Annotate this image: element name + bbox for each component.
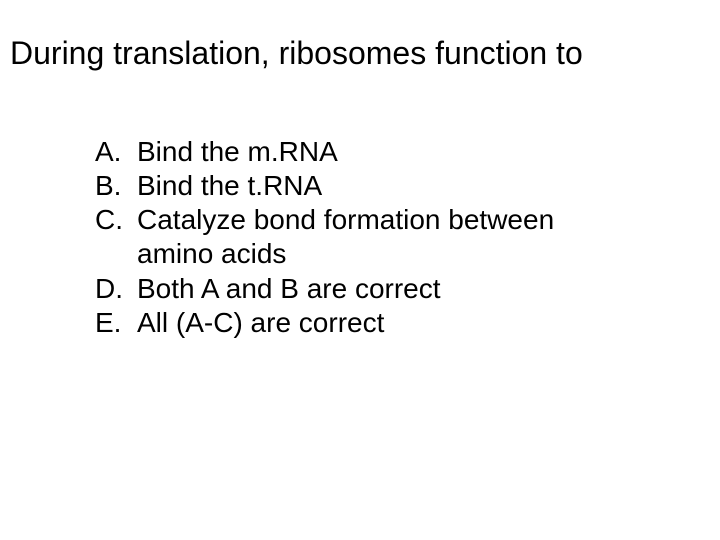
option-marker: E. <box>95 306 137 340</box>
option-text: Bind the m.RNA <box>137 135 338 169</box>
slide: During translation, ribosomes function t… <box>0 0 720 540</box>
option-marker: B. <box>95 169 137 203</box>
option-text: Both A and B are correct <box>137 272 441 306</box>
option-text: Catalyze bond formation between amino ac… <box>137 203 557 271</box>
options-list: A. Bind the m.RNA B. Bind the t.RNA C. C… <box>95 135 557 340</box>
option-b: B. Bind the t.RNA <box>95 169 557 203</box>
question-text: During translation, ribosomes function t… <box>10 34 583 72</box>
option-c: C. Catalyze bond formation between amino… <box>95 203 557 271</box>
option-text: All (A-C) are correct <box>137 306 384 340</box>
option-d: D. Both A and B are correct <box>95 272 557 306</box>
option-text: Bind the t.RNA <box>137 169 322 203</box>
option-marker: A. <box>95 135 137 169</box>
option-a: A. Bind the m.RNA <box>95 135 557 169</box>
option-marker: C. <box>95 203 137 271</box>
option-e: E. All (A-C) are correct <box>95 306 557 340</box>
option-marker: D. <box>95 272 137 306</box>
